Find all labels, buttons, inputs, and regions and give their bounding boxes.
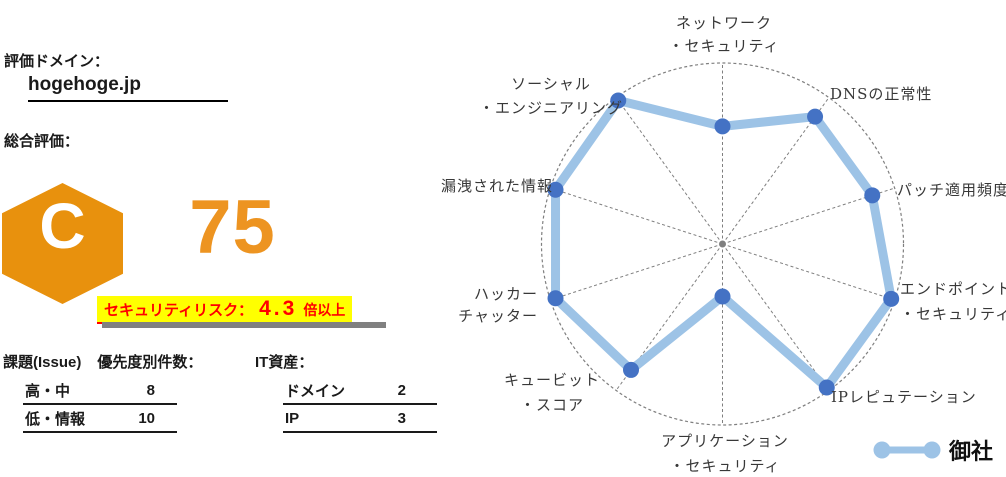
series-point <box>883 290 900 307</box>
issue-count: 10 <box>138 409 155 427</box>
radar-spoke <box>722 243 830 391</box>
issues-table: 高・中 8 低・情報 10 <box>23 377 177 433</box>
issues-subtitle: 優先度別件数： <box>97 354 203 371</box>
series-marker-icon <box>873 441 941 459</box>
series-point <box>818 379 835 396</box>
table-row: 高・中 8 <box>23 377 177 405</box>
issue-priority-label: 高・中 <box>25 382 71 400</box>
asset-count: 2 <box>397 381 406 399</box>
issue-priority-label: 低・情報 <box>25 410 86 428</box>
evaluated-domain-value: hogehoge.jp <box>28 74 228 102</box>
issue-count: 8 <box>146 381 155 399</box>
asset-type-label: ドメイン <box>285 382 346 400</box>
grade-badge-hexagon-icon <box>2 183 123 304</box>
risk-label: セキュリティリスク： <box>104 302 254 319</box>
series-point <box>714 288 731 305</box>
it-assets-header: IT資産： <box>255 354 314 371</box>
overall-rating-label: 総合評価： <box>4 133 80 150</box>
issues-title: 課題(Issue) <box>3 354 82 371</box>
asset-count: 3 <box>397 409 406 427</box>
grade-letter: C <box>39 190 86 262</box>
radar-center-dot <box>719 240 726 248</box>
series-point <box>864 187 881 204</box>
radar-spoke <box>550 187 723 245</box>
table-row: 低・情報 10 <box>23 405 177 433</box>
series-point <box>714 118 731 135</box>
it-assets-table: ドメイン 2 IP 3 <box>283 377 437 433</box>
radar-spoke <box>550 243 723 301</box>
table-row: ドメイン 2 <box>283 377 437 405</box>
issues-header: 課題(Issue) 優先度別件数： <box>3 351 202 372</box>
series-point <box>610 92 627 109</box>
radar-outer-circle <box>540 62 905 426</box>
asset-type-label: IP <box>285 409 300 427</box>
risk-suffix: 倍以上 <box>303 302 346 318</box>
overall-score: 75 <box>189 185 276 270</box>
table-row: IP 3 <box>283 405 437 433</box>
radar-spoke <box>722 243 895 301</box>
legend-series-name: 御社 <box>949 439 994 464</box>
chart-legend: 御社 <box>872 434 993 466</box>
risk-banner-shadow <box>102 322 386 328</box>
risk-value: 4.3 <box>259 297 298 320</box>
series-point <box>623 361 640 378</box>
series-point <box>807 108 824 125</box>
series-point <box>547 181 564 198</box>
series-point <box>547 290 564 307</box>
radar-spoke <box>615 97 723 245</box>
evaluated-domain-label: 評価ドメイン： <box>4 53 110 70</box>
